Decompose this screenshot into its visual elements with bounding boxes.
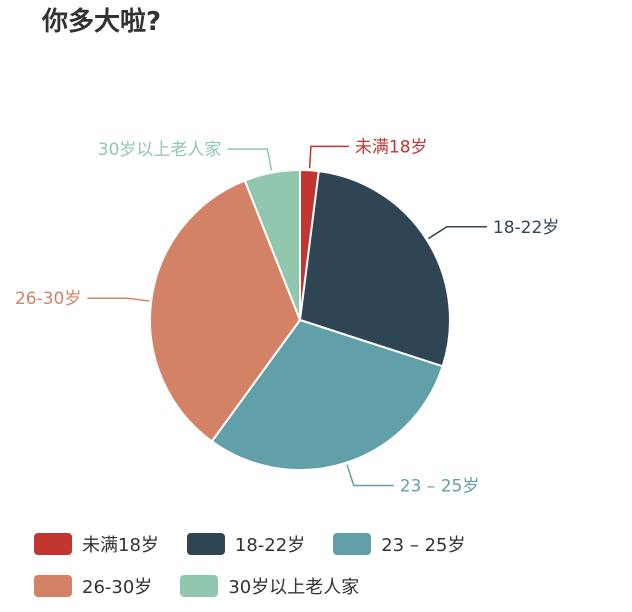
legend-swatch xyxy=(34,533,72,555)
legend-item[interactable]: 30岁以上老人家 xyxy=(180,572,359,600)
legend-swatch xyxy=(180,575,219,597)
slice-label: 18-22岁 xyxy=(493,218,559,238)
slice-label: 26-30岁 xyxy=(15,289,81,309)
legend-item[interactable]: 23 – 25岁 xyxy=(333,530,465,558)
slice-label: 30岁以上老人家 xyxy=(98,140,222,160)
legend-item[interactable]: 未满18岁 xyxy=(34,530,159,558)
legend-swatch xyxy=(186,533,225,555)
legend-label: 23 – 25岁 xyxy=(381,535,466,556)
legend-item[interactable]: 26-30岁 xyxy=(34,572,152,600)
pie-slices xyxy=(149,168,451,471)
leader-line xyxy=(346,464,394,487)
legend-label: 30岁以上老人家 xyxy=(228,577,360,598)
pie-slice xyxy=(149,179,302,443)
leader-line xyxy=(308,145,349,169)
legend-label: 未满18岁 xyxy=(82,535,159,556)
legend: 未满18岁 18-22岁 23 – 25岁 26-30岁 30岁以上老人家 xyxy=(34,530,624,600)
chart-title: 你多大啦? xyxy=(42,7,162,37)
pie-leader-lines xyxy=(87,145,487,487)
slice-label: 23 – 25岁 xyxy=(400,476,480,496)
pie-slice xyxy=(243,168,301,321)
legend-label: 26-30岁 xyxy=(82,577,153,598)
pie-slice xyxy=(298,170,451,368)
legend-item[interactable]: 18-22岁 xyxy=(186,530,306,558)
leader-line xyxy=(87,297,150,302)
legend-swatch xyxy=(333,533,372,555)
pie-slice xyxy=(210,318,444,471)
legend-label: 18-22岁 xyxy=(234,535,306,556)
legend-swatch xyxy=(34,575,72,597)
leader-line xyxy=(427,226,487,240)
leader-line xyxy=(227,148,273,171)
pie-chart: 未满18岁 18-22岁 23 – 25岁 26-30岁 30岁以上老人家 xyxy=(15,137,559,496)
slice-label: 未满18岁 xyxy=(355,137,428,157)
pie-labels: 未满18岁 18-22岁 23 – 25岁 26-30岁 30岁以上老人家 xyxy=(15,137,559,496)
